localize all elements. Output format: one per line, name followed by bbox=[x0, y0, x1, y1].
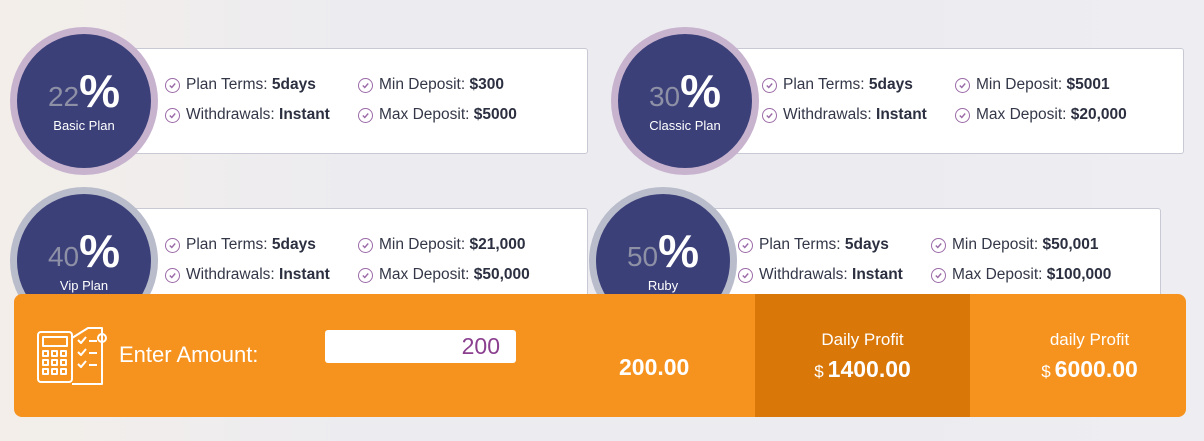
plan-name: Basic Plan bbox=[53, 117, 115, 133]
plan-max-deposit: Max Deposit: $50,000 bbox=[358, 266, 530, 284]
percent-sign: % bbox=[79, 64, 121, 117]
percent-sign: % bbox=[680, 64, 722, 117]
plan-min-deposit: Min Deposit: $21,000 bbox=[358, 236, 526, 254]
plan-rate: 22 bbox=[47, 80, 80, 112]
calculator-checklist-icon bbox=[37, 327, 107, 385]
daily-profit-label: daily Profit bbox=[1049, 330, 1130, 349]
plan-withdrawals: Withdrawals: Instant bbox=[738, 266, 903, 284]
daily-profit-value: 6000.00 bbox=[1054, 356, 1138, 382]
check-circle-icon bbox=[955, 107, 970, 123]
plan-max-deposit: Max Deposit: $20,000 bbox=[955, 106, 1127, 124]
check-circle-icon bbox=[762, 77, 777, 93]
plan-min-deposit: Min Deposit: $50,001 bbox=[931, 236, 1099, 254]
plan-withdrawals: Withdrawals: Instant bbox=[165, 106, 330, 124]
plan-withdrawals: Withdrawals: Instant bbox=[762, 106, 927, 124]
plan-terms: Plan Terms: 5days bbox=[738, 236, 889, 254]
plan-withdrawals: Withdrawals: Instant bbox=[165, 266, 330, 284]
enter-amount-label: Enter Amount: bbox=[119, 342, 259, 367]
check-circle-icon bbox=[738, 267, 753, 283]
daily-profit-2: daily Profit $6000.00 bbox=[982, 330, 1186, 383]
check-circle-icon bbox=[358, 267, 373, 283]
daily-profit-highlight bbox=[755, 294, 970, 417]
plan-card-vip bbox=[125, 208, 588, 308]
plan-terms: Plan Terms: 5days bbox=[165, 76, 316, 94]
profit-calculator: Enter Amount: 200.00 Daily Profit $1400.… bbox=[14, 294, 1186, 417]
daily-profit-label: Daily Profit bbox=[821, 330, 904, 349]
check-circle-icon bbox=[358, 237, 373, 253]
plan-card-ruby bbox=[700, 208, 1161, 308]
plan-rate: 30 bbox=[648, 80, 681, 112]
percent-sign: % bbox=[79, 224, 121, 277]
plan-badge-basic: 22% Basic Plan bbox=[17, 34, 151, 168]
check-circle-icon bbox=[165, 107, 180, 123]
daily-profit-value: 1400.00 bbox=[827, 356, 911, 382]
plan-terms: Plan Terms: 5days bbox=[762, 76, 913, 94]
plan-card-classic bbox=[720, 48, 1184, 154]
check-circle-icon bbox=[165, 267, 180, 283]
plan-max-deposit: Max Deposit: $5000 bbox=[358, 106, 517, 124]
plan-min-deposit: Min Deposit: $5001 bbox=[955, 76, 1110, 94]
check-circle-icon bbox=[931, 267, 946, 283]
check-circle-icon bbox=[738, 237, 753, 253]
check-circle-icon bbox=[762, 107, 777, 123]
plan-rate: 40 bbox=[47, 240, 80, 272]
currency-symbol: $ bbox=[814, 362, 824, 381]
check-circle-icon bbox=[358, 107, 373, 123]
plan-badge-classic: 30% Classic Plan bbox=[618, 34, 752, 168]
amount-input[interactable] bbox=[325, 330, 516, 363]
plan-name: Vip Plan bbox=[59, 277, 109, 293]
plan-max-deposit: Max Deposit: $100,000 bbox=[931, 266, 1111, 284]
check-circle-icon bbox=[931, 237, 946, 253]
check-circle-icon bbox=[165, 77, 180, 93]
check-circle-icon bbox=[955, 77, 970, 93]
percent-sign: % bbox=[658, 224, 700, 277]
plan-name: Ruby bbox=[647, 277, 679, 293]
amount-total: 200.00 bbox=[619, 354, 690, 380]
plan-card-basic bbox=[125, 48, 588, 154]
currency-symbol: $ bbox=[1041, 362, 1051, 381]
plan-rate: 50 bbox=[626, 240, 659, 272]
daily-profit-1: Daily Profit $1400.00 bbox=[755, 330, 970, 383]
plan-terms: Plan Terms: 5days bbox=[165, 236, 316, 254]
plan-min-deposit: Min Deposit: $300 bbox=[358, 76, 504, 94]
check-circle-icon bbox=[358, 77, 373, 93]
plan-name: Classic Plan bbox=[649, 117, 721, 133]
check-circle-icon bbox=[165, 237, 180, 253]
